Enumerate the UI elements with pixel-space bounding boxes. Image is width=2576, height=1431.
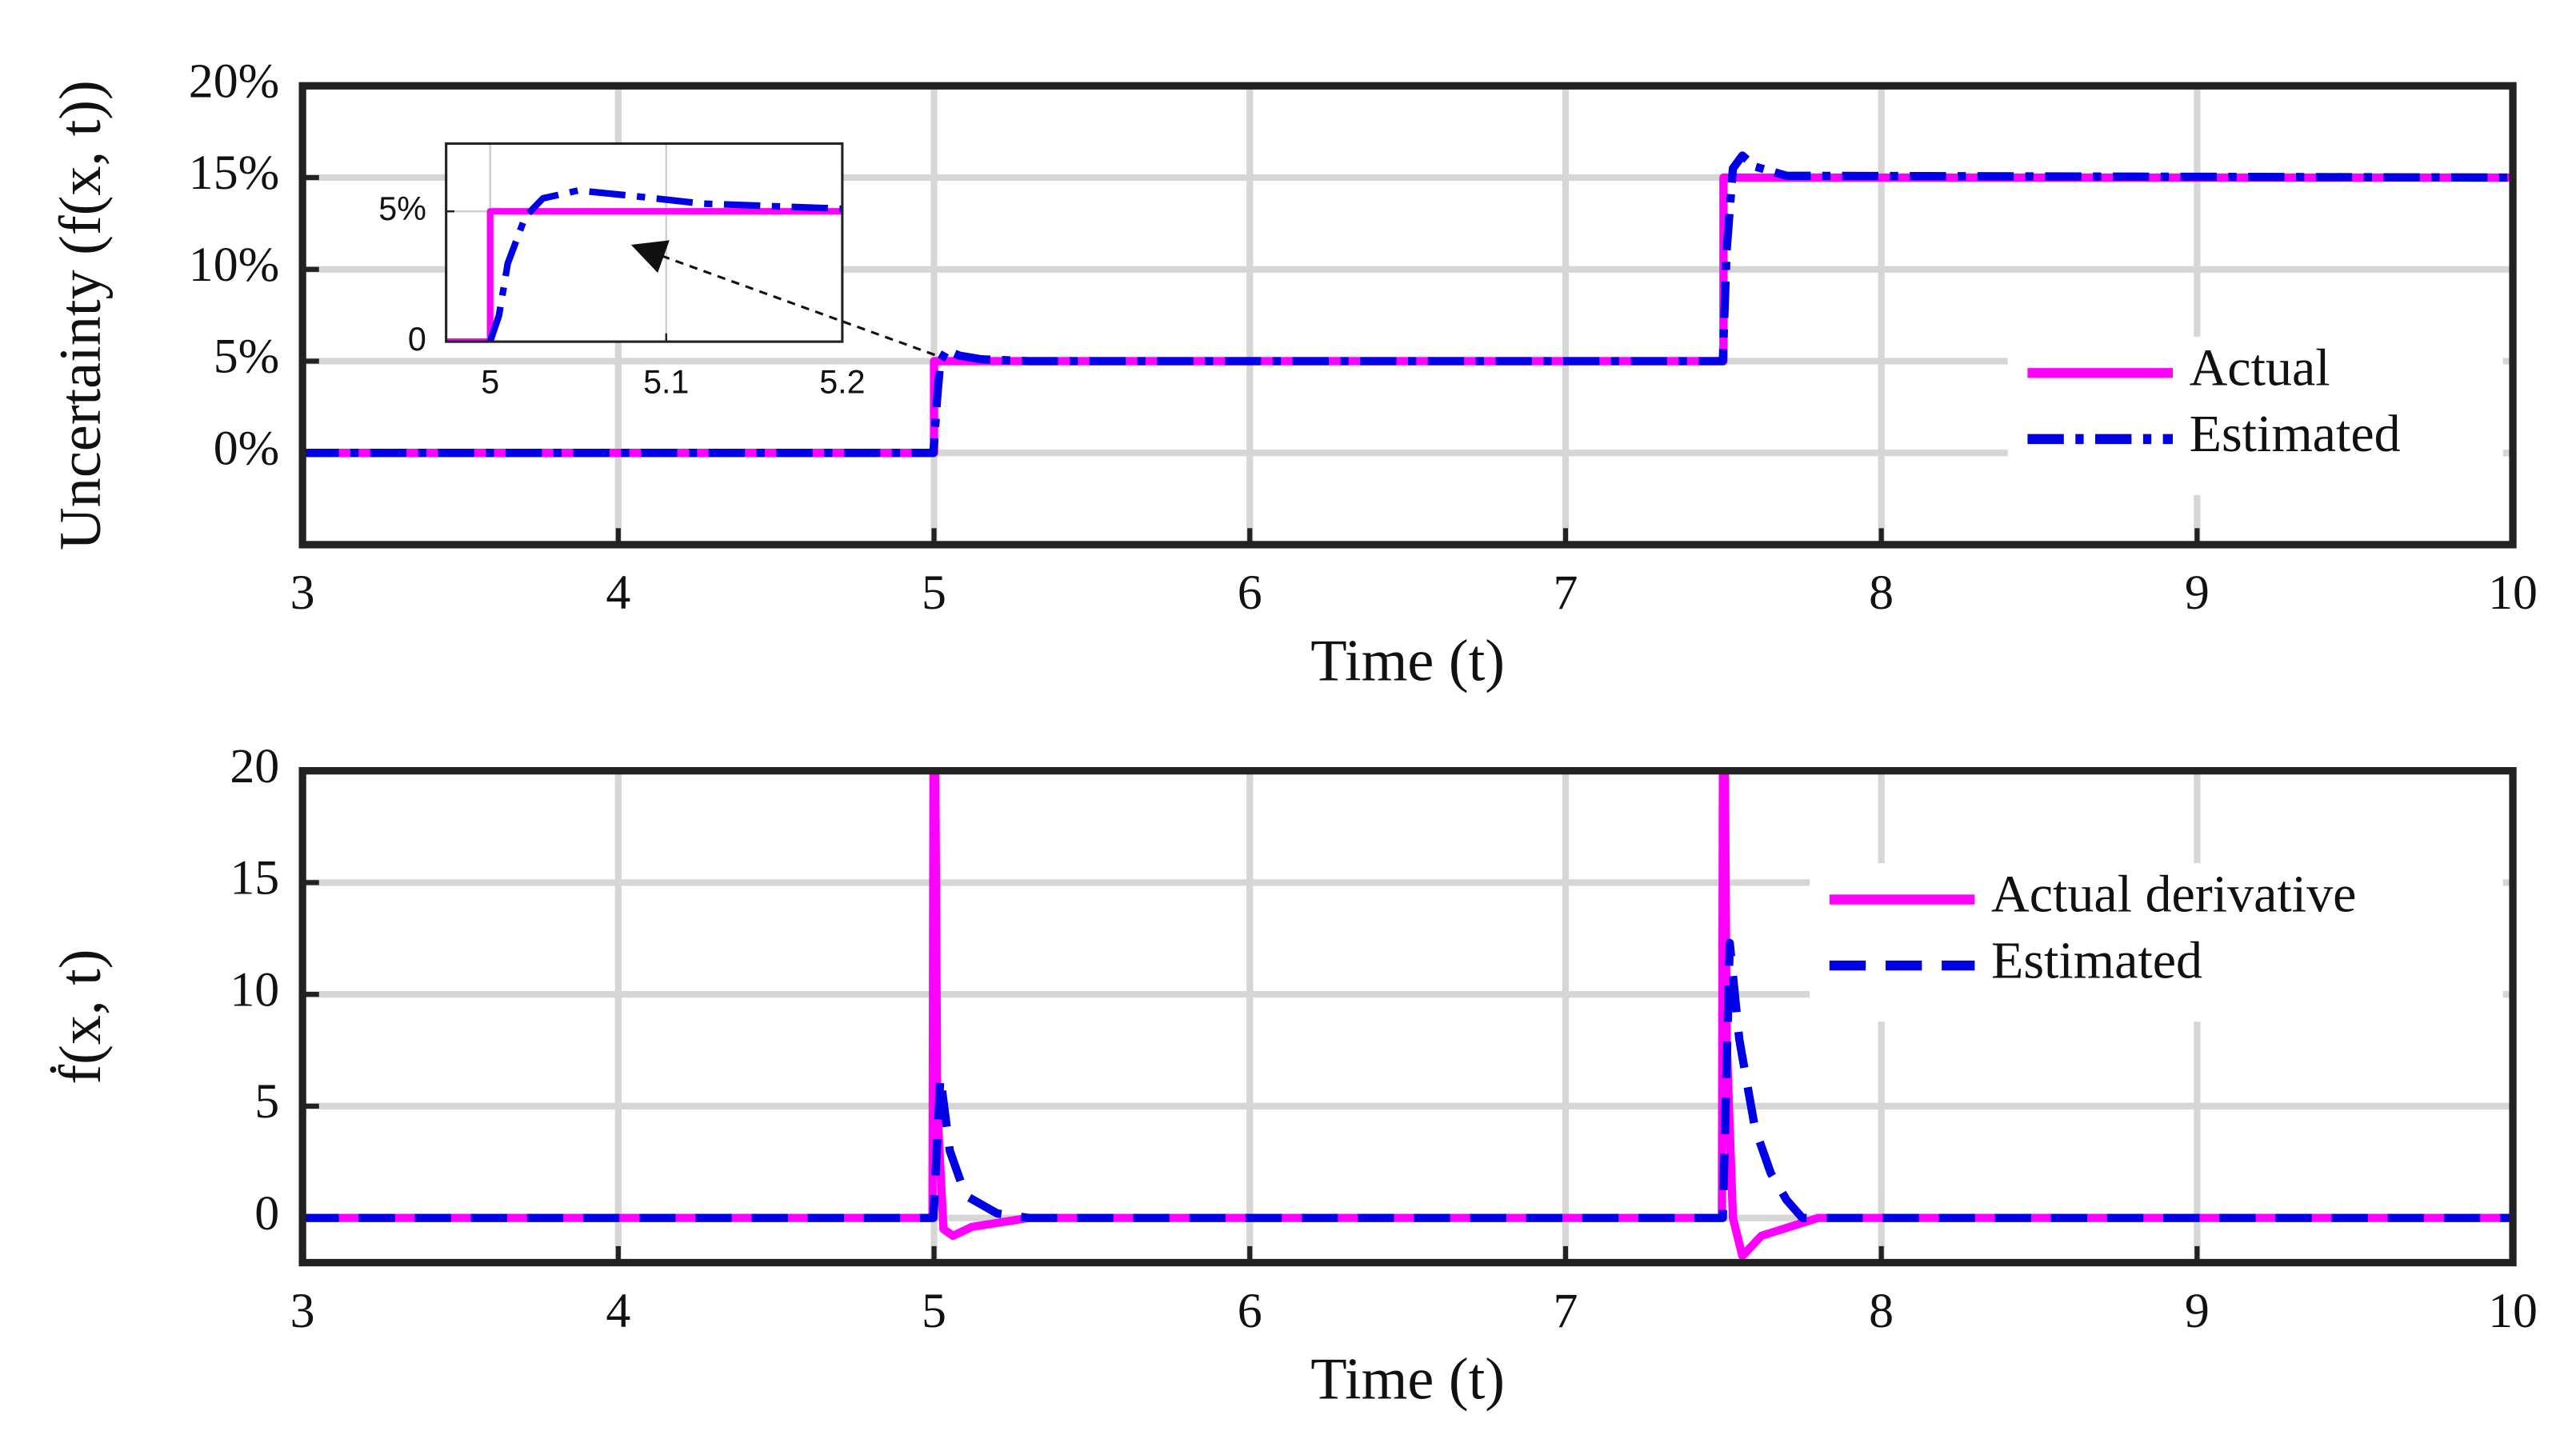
x-tick-label: 7: [1553, 1284, 1578, 1338]
series-line: [302, 938, 2514, 1222]
plot-frame: [298, 82, 2517, 549]
x-tick-label: 5.2: [819, 364, 865, 401]
legend-label: Actual: [2190, 338, 2330, 397]
x-tick-label: 6: [1238, 1284, 1262, 1338]
plot-frame: [298, 766, 2517, 1267]
legend-label: Estimated: [2190, 405, 2401, 463]
y-tick-label: 15: [230, 851, 279, 905]
x-tick-label: 3: [290, 566, 315, 620]
plot-area: [446, 143, 842, 342]
legend-box: [1810, 863, 2503, 1022]
y-tick-label: 5%: [378, 190, 426, 227]
y-tick-label: 10: [230, 962, 279, 1017]
x-tick-label: 7: [1553, 566, 1578, 620]
x-axis-label: Time (t): [1310, 1346, 1505, 1412]
x-tick-label: 9: [2185, 566, 2210, 620]
x-tick-label: 5: [922, 1284, 946, 1338]
x-tick-label: 5.1: [643, 364, 689, 401]
legend-label: Actual derivative: [1991, 865, 2356, 924]
plot-frame: [445, 142, 844, 343]
x-tick-label: 5: [922, 566, 946, 620]
y-tick-label: 20%: [189, 54, 279, 109]
x-tick-label: 3: [290, 1284, 315, 1338]
y-tick-label: 20: [230, 739, 279, 793]
y-tick-label: 10%: [189, 238, 279, 292]
inset-chart: 5 5.1 5.2 0 5%: [378, 142, 866, 401]
x-axis-label: Time (t): [1310, 629, 1505, 694]
y-tick-label: 0: [254, 1186, 279, 1241]
chart: 3 4 5 6 7 8 9 10 0 5 10 15 20 Time (t) ḟ(x, t) Actual d…: [48, 739, 2538, 1412]
series-group: [302, 770, 2514, 1261]
legend-label: Estimated: [1991, 931, 2202, 989]
legend-box: [2007, 336, 2503, 496]
y-axis-label: ḟ(x, t): [48, 949, 114, 1085]
y-tick-label: 5%: [214, 330, 280, 384]
series-line: [302, 151, 2514, 458]
series-line: [446, 208, 842, 342]
x-tick-label: 6: [1238, 566, 1262, 620]
y-tick-label: 5: [254, 1074, 279, 1129]
x-tick-label: 9: [2185, 1284, 2210, 1338]
x-tick-label: 5: [481, 364, 499, 401]
x-tick-label: 10: [2488, 1284, 2538, 1338]
series-group: [446, 187, 842, 342]
x-tick-label: 8: [1869, 1284, 1894, 1338]
x-tick-label: 8: [1869, 566, 1894, 620]
y-tick-label: 0: [408, 321, 426, 358]
y-tick-label: 15%: [189, 146, 279, 200]
x-tick-label: 4: [606, 566, 630, 620]
x-tick-label: 4: [606, 1284, 630, 1338]
y-tick-label: 0%: [214, 421, 280, 475]
x-tick-label: 10: [2488, 566, 2538, 620]
series-line: [486, 187, 842, 342]
series-group: [302, 151, 2514, 458]
y-axis-label: Uncertainty (f(x, t)): [48, 80, 114, 550]
